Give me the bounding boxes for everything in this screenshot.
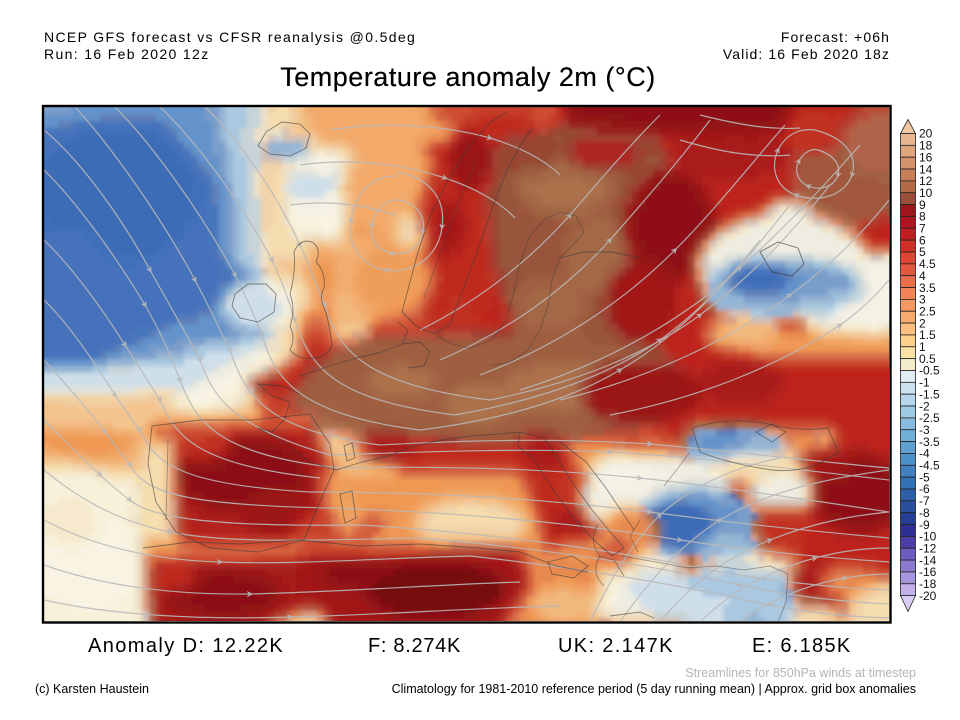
svg-text:1: 1 [919, 340, 926, 354]
svg-text:-3.5: -3.5 [919, 435, 940, 449]
svg-text:8: 8 [919, 210, 926, 224]
svg-text:1.5: 1.5 [919, 328, 936, 342]
svg-text:-5: -5 [919, 470, 930, 484]
svg-text:5: 5 [919, 245, 926, 259]
svg-text:-6: -6 [919, 482, 930, 496]
svg-text:-1: -1 [919, 376, 930, 390]
svg-text:9: 9 [919, 198, 926, 212]
svg-text:-8: -8 [919, 506, 930, 520]
svg-text:14: 14 [919, 162, 933, 176]
svg-text:2: 2 [919, 316, 926, 330]
svg-text:-2.5: -2.5 [919, 411, 940, 425]
svg-text:4: 4 [919, 269, 926, 283]
svg-text:0.5: 0.5 [919, 352, 936, 366]
svg-text:-18: -18 [919, 577, 937, 591]
svg-text:-3: -3 [919, 423, 930, 437]
svg-text:-16: -16 [919, 565, 937, 579]
svg-text:4.5: 4.5 [919, 257, 936, 271]
svg-text:20: 20 [919, 127, 933, 141]
svg-text:-10: -10 [919, 530, 937, 544]
svg-text:3: 3 [919, 293, 926, 307]
svg-text:3.5: 3.5 [919, 281, 936, 295]
svg-text:2.5: 2.5 [919, 304, 936, 318]
svg-text:-1.5: -1.5 [919, 387, 940, 401]
svg-text:-2: -2 [919, 399, 930, 413]
svg-text:-7: -7 [919, 494, 930, 508]
svg-text:6: 6 [919, 233, 926, 247]
svg-text:7: 7 [919, 222, 926, 236]
svg-text:18: 18 [919, 139, 933, 153]
svg-text:-9: -9 [919, 518, 930, 532]
svg-text:10: 10 [919, 186, 933, 200]
svg-text:-20: -20 [919, 589, 937, 603]
svg-text:16: 16 [919, 150, 933, 164]
svg-text:-0.5: -0.5 [919, 364, 940, 378]
svg-text:-12: -12 [919, 541, 937, 555]
svg-text:-4: -4 [919, 447, 930, 461]
svg-text:-4.5: -4.5 [919, 459, 940, 473]
svg-text:-14: -14 [919, 553, 937, 567]
svg-text:12: 12 [919, 174, 933, 188]
